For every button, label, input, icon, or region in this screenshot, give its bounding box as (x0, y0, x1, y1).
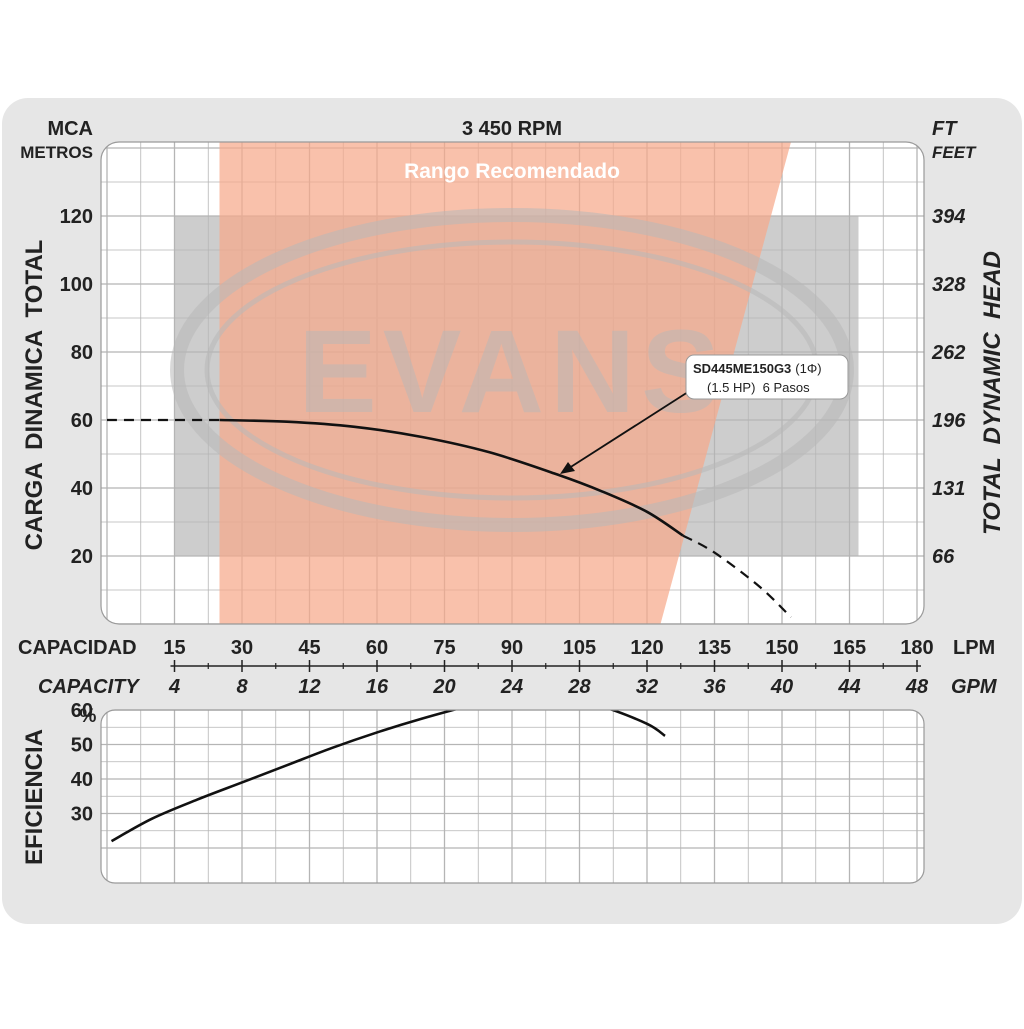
x-axis-unit: LPM (953, 637, 995, 659)
x-secondary-tick-label: 48 (905, 676, 929, 698)
svg-text:SD445ME150G3(1Φ): SD445ME150G3 (1Φ) (693, 361, 822, 376)
efficiency-curve (110, 710, 666, 843)
efficiency-tick-label: 30 (71, 804, 93, 826)
x-secondary-tick-label: 24 (500, 676, 523, 698)
recommended-range-label: Rango Recomendado (404, 160, 620, 183)
annotation-phase: (1Φ) (795, 361, 821, 376)
left-unit-sub-label: METROS (20, 143, 93, 162)
annotation-arrowhead (560, 462, 575, 474)
y-tick-label-right: 328 (932, 274, 966, 296)
x-secondary-tick-label: 32 (636, 676, 658, 698)
x-secondary-tick-label: 16 (366, 676, 389, 698)
y-axis-label-right: TOTAL DYNAMIC HEAD (979, 251, 1006, 535)
y-tick-label-right: 262 (931, 342, 965, 364)
x-secondary-tick-label: 36 (703, 676, 726, 698)
x-tick-label: 60 (366, 637, 388, 659)
left-unit-label: MCA (47, 118, 93, 140)
efficiency-tick-label: 60 (71, 700, 93, 722)
x-secondary-tick-label: 12 (298, 676, 320, 698)
y-tick-label-left: 120 (60, 206, 93, 228)
x-tick-label: 30 (231, 637, 253, 659)
y-tick-label-left: 80 (71, 342, 93, 364)
model-annotation: SD445ME150G3 (1Φ) (1.5 HP) 6 Pasos (560, 354, 849, 474)
x-tick-label: 135 (698, 637, 731, 659)
x-secondary-tick-label: 8 (236, 676, 248, 698)
x-secondary-tick-label: 40 (770, 676, 793, 698)
annotation-box (685, 354, 849, 400)
y-tick-label-right: 196 (932, 410, 966, 432)
chart-title: 3 450 RPM (462, 118, 562, 140)
annotation-detail: (1.5 HP) 6 Pasos (707, 380, 810, 395)
x-tick-label: 120 (630, 637, 663, 659)
x-axis-secondary-unit: GPM (951, 676, 998, 698)
x-axis-secondary-label: CAPACITY (38, 676, 140, 698)
efficiency-unit-label: % (80, 706, 97, 727)
right-unit-sub-label: FEET (932, 143, 977, 162)
x-tick-label: 75 (433, 637, 455, 659)
efficiency-tick-label: 50 (71, 735, 93, 757)
x-tick-label: 90 (501, 637, 523, 659)
x-tick-label: 180 (900, 637, 933, 659)
annotation-model: SD445ME150G3 (693, 361, 791, 376)
x-secondary-tick-label: 44 (837, 676, 860, 698)
y-axis-label-left: CARGA DINAMICA TOTAL (21, 240, 48, 551)
x-secondary-tick-label: 4 (168, 676, 180, 698)
x-secondary-tick-label: 28 (567, 676, 591, 698)
right-unit-label: FT (932, 118, 958, 140)
y-tick-label-right: 66 (932, 546, 955, 568)
x-tick-label: 165 (833, 637, 866, 659)
y-tick-label-left: 60 (71, 410, 93, 432)
x-tick-label: 45 (298, 637, 320, 659)
annotation-arrow-line (565, 391, 689, 471)
x-secondary-tick-label: 20 (432, 676, 455, 698)
y-tick-label-left: 20 (71, 546, 93, 568)
x-tick-label: 105 (563, 637, 596, 659)
x-tick-label: 15 (163, 637, 185, 659)
head-curve-solid (219, 418, 684, 537)
x-tick-label: 150 (765, 637, 798, 659)
watermark-text: EVANS (298, 306, 726, 438)
efficiency-tick-label: 40 (71, 769, 93, 791)
efficiency-axis-label: EFICIENCIA (21, 729, 48, 865)
y-tick-label-left: 100 (60, 274, 93, 296)
efficiency-plot-border (100, 709, 925, 884)
head-plot-border (100, 141, 925, 625)
y-tick-label-right: 394 (932, 206, 965, 228)
y-tick-label-right: 131 (932, 478, 965, 500)
x-axis-label: CAPACIDAD (18, 637, 137, 659)
y-tick-label-left: 40 (71, 478, 93, 500)
